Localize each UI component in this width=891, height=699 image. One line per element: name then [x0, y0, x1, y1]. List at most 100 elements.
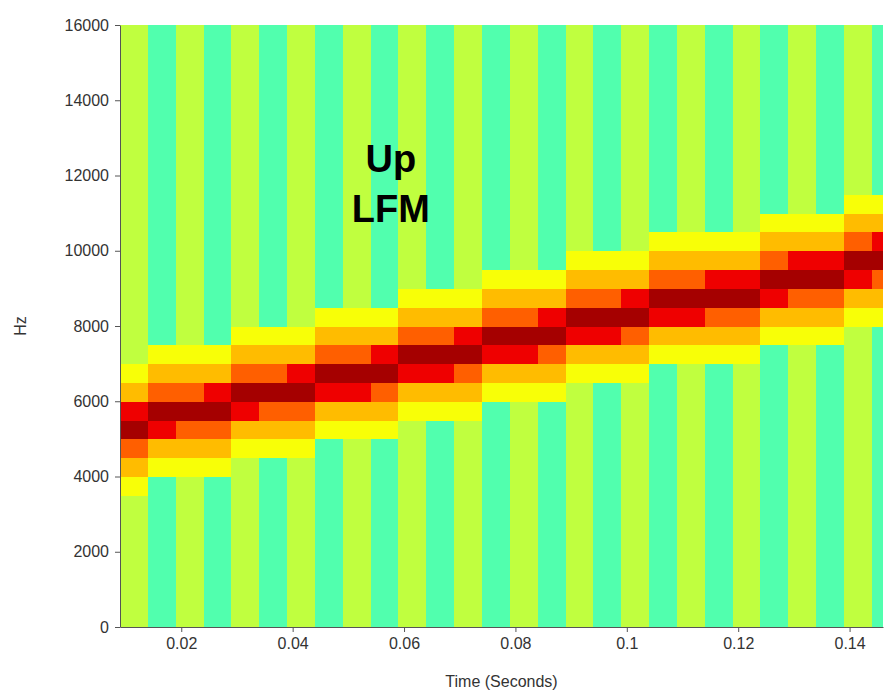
heatmap-cell [649, 176, 677, 195]
heatmap-cell [816, 25, 844, 44]
heatmap-cell [844, 458, 872, 477]
heatmap-cell [566, 533, 594, 552]
heatmap-cell [510, 477, 538, 496]
heatmap-cell [538, 176, 566, 195]
heatmap-cell [482, 345, 510, 364]
heatmap-cell [204, 194, 232, 213]
heatmap-cell [148, 176, 176, 195]
heatmap-cell [621, 571, 649, 590]
heatmap-cell [705, 25, 733, 44]
heatmap-cell [120, 401, 148, 420]
heatmap-cell [287, 458, 315, 477]
heatmap-cell [649, 552, 677, 571]
heatmap-cell [788, 213, 816, 232]
heatmap-cell [287, 307, 315, 326]
heatmap-cell [649, 514, 677, 533]
heatmap-cell [844, 326, 872, 345]
heatmap-cell [760, 514, 788, 533]
heatmap-cell [426, 533, 454, 552]
heatmap-cell [287, 251, 315, 270]
heatmap-cell [510, 439, 538, 458]
heatmap-cell [760, 382, 788, 401]
heatmap-cell [816, 213, 844, 232]
heatmap-cell [621, 326, 649, 345]
heatmap-cell [705, 345, 733, 364]
heatmap-cell [204, 213, 232, 232]
heatmap-cell [788, 439, 816, 458]
heatmap-cell [510, 44, 538, 63]
heatmap-cell [231, 401, 259, 420]
heatmap-cell [733, 288, 761, 307]
heatmap-cell [287, 176, 315, 195]
heatmap-cell [872, 439, 883, 458]
heatmap-cell [593, 288, 621, 307]
heatmap-cell [454, 100, 482, 119]
heatmap-cell [148, 420, 176, 439]
heatmap-cell [593, 477, 621, 496]
heatmap-cell [454, 63, 482, 82]
heatmap-cell [398, 382, 426, 401]
heatmap-cell [371, 251, 399, 270]
heatmap-cell [315, 81, 343, 100]
heatmap-cell [231, 81, 259, 100]
heatmap-cell [510, 138, 538, 157]
heatmap-cell [231, 232, 259, 251]
heatmap-cell [315, 100, 343, 119]
heatmap-cell [176, 44, 204, 63]
heatmap-cell [510, 514, 538, 533]
heatmap-cell [371, 307, 399, 326]
heatmap-cell [482, 138, 510, 157]
y-tick-label: 0 [100, 619, 109, 636]
heatmap-cell [398, 270, 426, 289]
heatmap-cell [259, 44, 287, 63]
heatmap-cell [315, 194, 343, 213]
heatmap-cell [760, 401, 788, 420]
heatmap-cell [677, 514, 705, 533]
heatmap-cell [566, 157, 594, 176]
heatmap-cell [482, 25, 510, 44]
heatmap-cell [677, 608, 705, 627]
heatmap-cell [371, 514, 399, 533]
heatmap-cell [593, 232, 621, 251]
heatmap-cell [315, 326, 343, 345]
heatmap-cell [649, 589, 677, 608]
heatmap-cell [733, 382, 761, 401]
heatmap-cell [621, 44, 649, 63]
heatmap-cell [621, 589, 649, 608]
heatmap-cell [566, 25, 594, 44]
heatmap-cell [259, 194, 287, 213]
heatmap-cell [733, 213, 761, 232]
heatmap-cell [649, 439, 677, 458]
heatmap-cell [760, 157, 788, 176]
heatmap-cell [231, 382, 259, 401]
heatmap-cell [148, 514, 176, 533]
heatmap-cell [705, 533, 733, 552]
heatmap-cell [816, 251, 844, 270]
heatmap-cell [844, 307, 872, 326]
heatmap-cell [176, 477, 204, 496]
heatmap-cell [231, 364, 259, 383]
x-axis-line [121, 627, 884, 628]
heatmap-cell [454, 477, 482, 496]
heatmap-cell [426, 176, 454, 195]
heatmap-cell [231, 608, 259, 627]
heatmap-cell [343, 571, 371, 590]
heatmap-cell [593, 176, 621, 195]
heatmap-cell [287, 571, 315, 590]
heatmap-cell [371, 63, 399, 82]
heatmap-cell [371, 364, 399, 383]
heatmap-cell [844, 100, 872, 119]
heatmap-cell [287, 382, 315, 401]
heatmap-cell [760, 458, 788, 477]
heatmap-cell [176, 138, 204, 157]
heatmap-cell [287, 364, 315, 383]
heatmap-cell [816, 176, 844, 195]
heatmap-cell [231, 270, 259, 289]
heatmap-cell [816, 458, 844, 477]
heatmap-cell [371, 495, 399, 514]
heatmap-cell [705, 213, 733, 232]
heatmap-cell [231, 552, 259, 571]
heatmap-cell [371, 44, 399, 63]
heatmap-cell [816, 608, 844, 627]
heatmap-cell [621, 458, 649, 477]
